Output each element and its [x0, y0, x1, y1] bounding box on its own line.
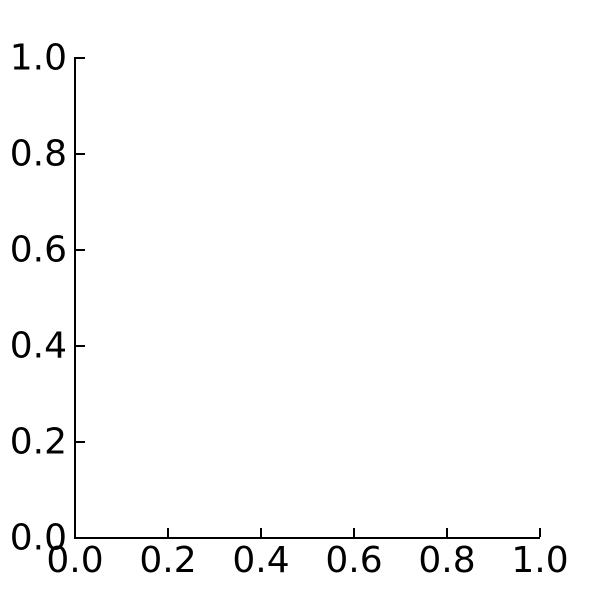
x-tick-mark	[446, 528, 448, 537]
x-tick-label: 0.4	[232, 540, 290, 581]
y-tick-mark	[76, 249, 85, 251]
x-tick-label: 0.8	[418, 540, 476, 581]
y-tick-mark	[76, 345, 85, 347]
y-tick-label: 0.8	[9, 133, 67, 175]
y-tick-mark	[76, 153, 85, 155]
x-tick-label: 1.0	[511, 540, 569, 581]
y-tick-label: 0.4	[9, 325, 67, 367]
y-tick-label: 0.6	[9, 229, 67, 271]
y-tick-mark	[76, 537, 85, 539]
x-tick-mark	[260, 528, 262, 537]
y-tick-label: 1.0	[9, 37, 67, 79]
x-tick-mark	[539, 528, 541, 537]
x-tick-label: 0.6	[325, 540, 383, 581]
plot-area	[74, 57, 540, 539]
x-tick-mark	[74, 528, 76, 537]
y-tick-label: 0.0	[9, 517, 67, 559]
x-tick-mark	[167, 528, 169, 537]
x-tick-label: 0.0	[46, 540, 104, 581]
y-tick-mark	[76, 57, 85, 59]
y-tick-label: 0.2	[9, 421, 67, 463]
x-tick-label: 0.2	[139, 540, 197, 581]
x-tick-mark	[353, 528, 355, 537]
y-tick-mark	[76, 441, 85, 443]
